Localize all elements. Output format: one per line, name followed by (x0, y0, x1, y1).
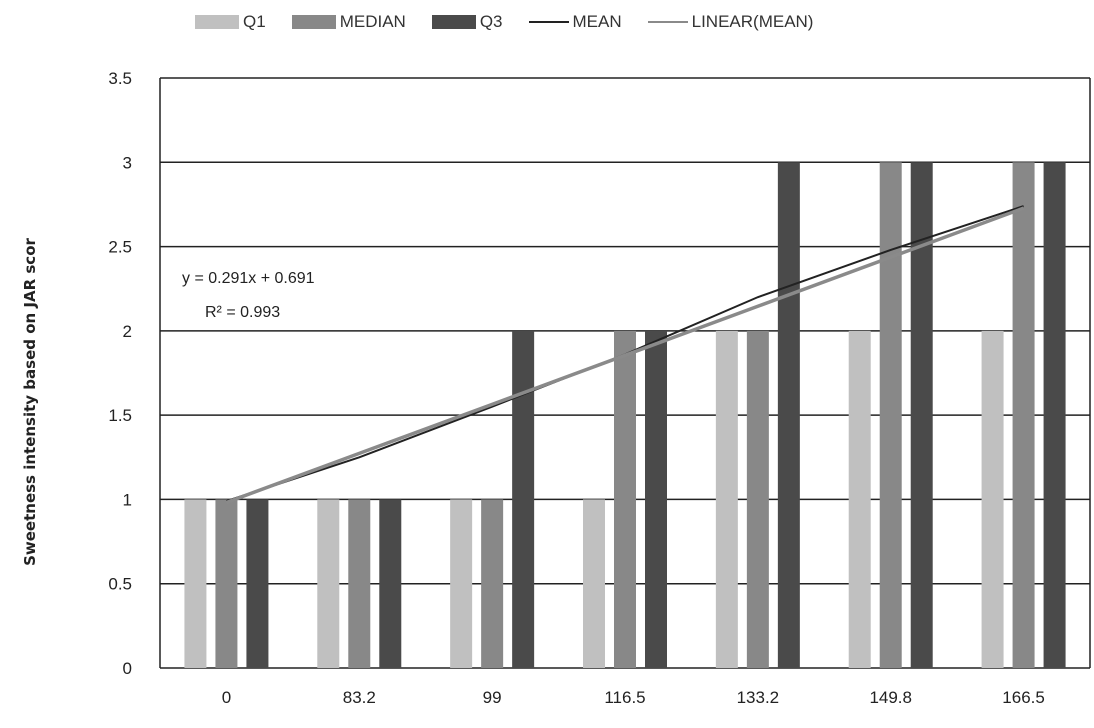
bar-median-5 (879, 162, 902, 669)
trendline-equation: y = 0.291x + 0.691 (182, 270, 315, 287)
y-tick-label-6: 3 (123, 153, 132, 172)
bar-q3-5 (910, 162, 933, 669)
bar-q1-1 (317, 499, 340, 668)
chart-legend: Q1 MEDIAN Q3 MEAN LINEAR(MEAN) (195, 12, 839, 32)
axes: 0 0.5 1 1.5 2 2.5 3 3.5 0 83.2 99 116.5 133.2 149.8 16… (108, 69, 1091, 707)
bars (184, 162, 1066, 669)
legend-label-median: MEDIAN (339, 12, 406, 31)
bar-q3-3 (645, 330, 667, 668)
y-tick-label-0: 0 (123, 659, 132, 678)
legend-label-mean: MEAN (572, 12, 622, 31)
legend-swatch-median (291, 15, 336, 29)
bar-median-6 (1012, 162, 1035, 669)
x-tick-label-1: 83.2 (343, 688, 376, 707)
legend-swatch-q3 (431, 15, 476, 29)
bar-q1-3 (583, 499, 605, 668)
legend-label-linear-mean: LINEAR(MEAN) (691, 12, 814, 31)
bar-median-0 (215, 499, 238, 668)
bar-q1-5 (848, 330, 871, 668)
x-tick-label-4: 133.2 (737, 688, 780, 707)
y-tick-label-1: 0.5 (108, 575, 132, 594)
bar-q1-4 (715, 330, 738, 668)
bar-q3-0 (246, 499, 269, 668)
bar-q3-2 (512, 330, 535, 668)
bar-q3-1 (379, 499, 402, 668)
legend-swatch-q1 (195, 15, 239, 29)
trendline-r2: R² = 0.993 (205, 304, 280, 321)
legend-swatch-linear-mean (647, 21, 688, 23)
x-tick-label-2: 99 (483, 688, 502, 707)
legend-item-mean: MEAN (528, 12, 622, 32)
bar-median-3 (614, 330, 636, 668)
x-tick-label-5: 149.8 (869, 688, 912, 707)
x-tick-label-0: 0 (222, 688, 231, 707)
legend-item-q3: Q3 (431, 12, 503, 32)
legend-label-q3: Q3 (479, 12, 503, 31)
y-tick-label-5: 2.5 (108, 238, 132, 257)
bar-q1-2 (450, 499, 473, 668)
bar-q1-0 (184, 499, 207, 668)
bar-median-1 (348, 499, 371, 668)
bar-q3-6 (1043, 162, 1066, 669)
y-tick-label-4: 2 (123, 322, 132, 341)
x-tick-label-3: 116.5 (604, 688, 645, 707)
legend-item-linear-mean: LINEAR(MEAN) (647, 12, 814, 32)
x-tick-label-6: 166.5 (1002, 688, 1045, 707)
legend-item-median: MEDIAN (291, 12, 406, 32)
y-tick-label-2: 1 (123, 490, 132, 509)
legend-item-q1: Q1 (195, 12, 266, 32)
y-tick-label-3: 1.5 (108, 406, 132, 425)
legend-swatch-mean (528, 21, 569, 23)
y-tick-label-7: 3.5 (108, 69, 132, 88)
series-lines (225, 205, 1025, 505)
bar-median-4 (746, 330, 769, 668)
bar-q3-4 (777, 162, 800, 669)
line-linear-mean (225, 206, 1025, 505)
legend-label-q1: Q1 (243, 12, 266, 31)
bar-q1-6 (981, 330, 1004, 668)
bar-median-2 (481, 499, 504, 668)
